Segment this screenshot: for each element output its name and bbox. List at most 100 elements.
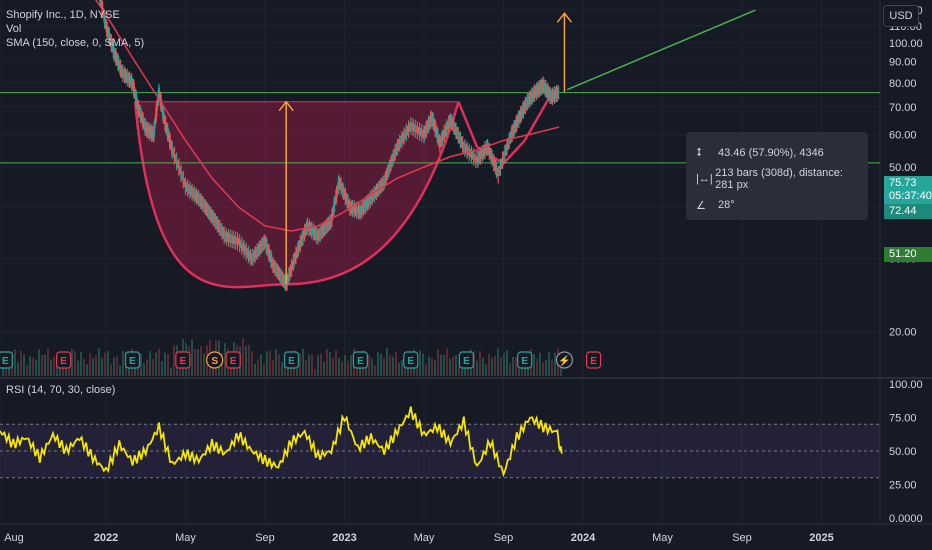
volume-bar	[86, 364, 88, 376]
volume-bar	[101, 357, 103, 376]
volume-bar	[44, 354, 46, 376]
sma-line	[94, 0, 560, 232]
horizontal-level-tag: 51.20	[884, 247, 932, 262]
volume-bar	[38, 349, 40, 376]
event-marker-shape	[458, 351, 474, 369]
volume-bar	[104, 352, 106, 376]
volume-bar	[17, 362, 19, 376]
horizontal-range-icon: |↔|	[696, 173, 713, 185]
volume-bar	[299, 353, 301, 376]
event-marker-shape	[55, 351, 72, 369]
event-marker-shape	[206, 351, 224, 369]
volume-bar	[323, 361, 325, 376]
volume-bar	[257, 359, 259, 376]
event-marker-label: S	[211, 356, 218, 367]
rsi-tick-label: 50.00	[889, 446, 917, 458]
measure-tooltip: ⭥ 43.46 (57.90%), 4346 |↔| 213 bars (308…	[686, 132, 868, 220]
volume-bar	[302, 348, 304, 376]
volume-bar	[554, 352, 556, 376]
volume-bar	[401, 359, 403, 376]
volume-bar	[512, 356, 514, 376]
volume-bar	[338, 358, 340, 376]
price-tick-label: 90.00	[889, 57, 917, 69]
price-tick-label: 80.00	[889, 78, 917, 90]
event-marker-label: ⚡	[558, 354, 570, 367]
price-tick-label: 70.00	[889, 102, 917, 114]
volume-bars	[2, 338, 562, 376]
volume-bar	[200, 346, 202, 376]
event-marker-label: E	[230, 356, 237, 367]
event-marker-shape	[555, 351, 574, 369]
volume-bar	[515, 356, 517, 376]
volume-bar	[395, 351, 397, 376]
volume-bar	[317, 355, 319, 376]
event-marker-shape	[517, 351, 533, 369]
volume-bar	[32, 357, 34, 376]
volume-bar	[8, 361, 10, 376]
sma-legend: SMA (150, close, 0, SMA, 5)	[6, 37, 145, 49]
volume-bar	[278, 353, 280, 376]
volume-bar	[314, 369, 316, 376]
price-tick-label: 50.00	[889, 162, 917, 174]
volume-bar	[224, 343, 226, 376]
volume-bar	[497, 348, 499, 376]
volume-bar	[35, 359, 37, 376]
volume-bar	[518, 366, 520, 376]
rsi-legend: RSI (14, 70, 30, close)	[6, 384, 116, 396]
volume-bar	[494, 356, 496, 376]
volume-bar	[344, 354, 346, 376]
volume-bar	[458, 366, 460, 376]
volume-bar	[248, 344, 250, 376]
volume-bar	[77, 360, 79, 376]
volume-bar	[155, 352, 157, 376]
currency-button[interactable]: USD	[883, 5, 919, 27]
volume-bar	[407, 361, 409, 376]
chart-legend: Shopify Inc., 1D, NYSE Vol SMA (150, clo…	[6, 8, 144, 50]
event-marker-label: E	[521, 356, 528, 367]
volume-bar	[368, 354, 370, 376]
volume-bar	[260, 354, 262, 376]
volume-bar	[161, 361, 163, 376]
measure-bars-info: 213 bars (308d), distance: 281 px	[715, 167, 843, 191]
volume-bar	[203, 353, 205, 376]
angle-icon: ∠	[696, 199, 706, 212]
volume-bar	[365, 364, 367, 376]
volume-bar	[143, 363, 145, 376]
volume-bar	[41, 354, 43, 376]
cup-pattern-fill	[135, 101, 459, 288]
volume-bar	[551, 359, 553, 376]
event-marker-label: E	[463, 356, 470, 367]
volume-bar	[548, 351, 550, 376]
event-marker-shape	[283, 351, 300, 369]
volume-bar	[113, 357, 115, 376]
price-series-group	[98, 0, 560, 292]
event-marker-label: E	[357, 356, 364, 367]
event-marker-shape	[225, 351, 241, 369]
volume-bar	[446, 348, 448, 376]
event-marker-label: E	[60, 356, 67, 367]
volume-bar	[488, 353, 490, 376]
event-marker-shape	[585, 351, 602, 369]
time-tick-label: May	[414, 532, 435, 544]
volume-bar	[254, 363, 256, 376]
volume-bar	[437, 349, 439, 376]
rsi-line	[0, 406, 563, 478]
volume-bar	[152, 358, 154, 376]
volume-bar	[539, 352, 541, 376]
volume-bar	[500, 357, 502, 376]
target-arrow-head	[556, 11, 573, 23]
event-marker-label: E	[590, 356, 597, 367]
volume-bar	[59, 366, 61, 376]
volume-bar	[389, 354, 391, 376]
volume-bar	[275, 349, 277, 376]
volume-bar	[491, 358, 493, 376]
volume-bar	[74, 351, 76, 376]
volume-bar	[479, 351, 481, 376]
volume-bar	[26, 365, 28, 376]
last-price-tag: 75.73 05:37:40	[884, 176, 932, 204]
time-tick-label: 2024	[571, 532, 596, 544]
volume-bar	[164, 352, 166, 376]
volume-bar	[305, 359, 307, 376]
last-price-value: 75.73	[889, 177, 917, 189]
